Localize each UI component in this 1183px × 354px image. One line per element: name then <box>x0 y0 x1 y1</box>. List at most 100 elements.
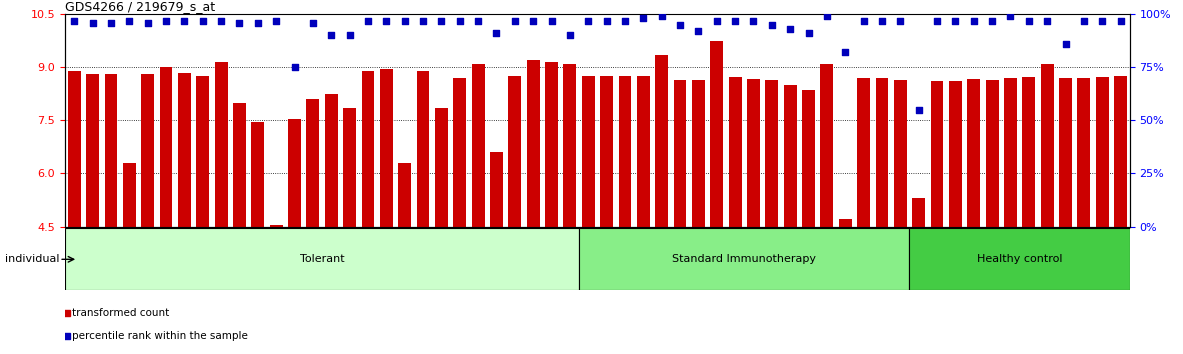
Bar <box>472 64 485 227</box>
Bar <box>233 103 246 227</box>
Point <box>1093 18 1112 23</box>
Point <box>468 18 487 23</box>
Point <box>983 18 1002 23</box>
Bar <box>453 78 466 227</box>
Point <box>119 18 138 23</box>
Bar <box>692 80 705 227</box>
Point <box>891 18 910 23</box>
Bar <box>1022 77 1035 227</box>
Bar <box>380 69 393 227</box>
Point <box>799 30 817 36</box>
Text: GDS4266 / 219679_s_at: GDS4266 / 219679_s_at <box>65 0 215 13</box>
Point <box>578 18 597 23</box>
Point <box>689 28 707 34</box>
Bar <box>729 77 742 227</box>
Bar <box>177 73 190 227</box>
Bar <box>399 163 411 227</box>
Bar <box>251 122 264 227</box>
Bar <box>912 198 925 227</box>
Point <box>193 18 212 23</box>
Point <box>505 18 524 23</box>
Text: individual: individual <box>5 254 59 264</box>
Point <box>707 18 726 23</box>
Point <box>927 18 946 23</box>
Point <box>395 18 414 23</box>
Text: Healthy control: Healthy control <box>977 254 1062 264</box>
Point <box>615 18 634 23</box>
Bar <box>910 228 1130 290</box>
Bar <box>949 81 962 227</box>
Point <box>358 18 377 23</box>
Bar <box>765 80 778 227</box>
Point <box>671 22 690 28</box>
Bar <box>490 152 503 227</box>
Point <box>266 18 285 23</box>
Point <box>762 22 781 28</box>
Point <box>487 30 506 36</box>
Bar <box>86 74 99 227</box>
Point <box>597 18 616 23</box>
Point <box>561 33 580 38</box>
Bar <box>325 94 337 227</box>
Point <box>854 18 873 23</box>
Bar <box>894 80 906 227</box>
Point <box>341 33 360 38</box>
Bar <box>435 108 448 227</box>
Point <box>451 18 470 23</box>
Bar <box>600 76 613 227</box>
Point <box>65 18 84 23</box>
Point <box>835 50 854 55</box>
Point <box>1074 18 1093 23</box>
Point <box>83 20 102 25</box>
Point <box>303 20 322 25</box>
Point <box>432 18 451 23</box>
Bar <box>783 85 796 227</box>
Text: Tolerant: Tolerant <box>299 254 344 264</box>
Bar <box>985 80 998 227</box>
Bar <box>214 62 227 227</box>
Bar <box>270 225 283 227</box>
Bar <box>968 79 981 227</box>
Bar <box>802 90 815 227</box>
Bar <box>746 79 759 227</box>
Bar <box>160 67 173 227</box>
Point <box>285 64 304 70</box>
Point <box>946 18 965 23</box>
Bar <box>563 64 576 227</box>
Bar <box>362 71 374 227</box>
Bar <box>196 76 209 227</box>
Bar <box>1059 78 1072 227</box>
Point <box>524 18 543 23</box>
Text: transformed count: transformed count <box>72 308 169 318</box>
Bar <box>578 228 910 290</box>
Point <box>781 26 800 32</box>
Bar <box>1095 77 1108 227</box>
Point <box>175 18 194 23</box>
Point <box>248 20 267 25</box>
Point <box>1037 18 1056 23</box>
Bar <box>636 76 649 227</box>
Bar <box>673 80 686 227</box>
Bar <box>123 163 136 227</box>
Bar <box>821 64 833 227</box>
Point <box>652 13 671 19</box>
Point <box>102 20 121 25</box>
Point <box>725 18 744 23</box>
Point <box>542 18 561 23</box>
Bar <box>141 74 154 227</box>
Text: Standard Immunotherapy: Standard Immunotherapy <box>672 254 816 264</box>
Bar <box>104 74 117 227</box>
Bar <box>655 55 668 227</box>
Bar <box>416 71 429 227</box>
Bar <box>306 99 319 227</box>
Bar <box>839 219 852 227</box>
Bar <box>509 76 522 227</box>
Bar <box>65 228 578 290</box>
Point <box>1001 13 1020 19</box>
Point <box>414 18 433 23</box>
Point <box>212 18 231 23</box>
Bar <box>1078 78 1091 227</box>
Bar <box>343 108 356 227</box>
Bar <box>289 119 300 227</box>
Point <box>138 20 157 25</box>
